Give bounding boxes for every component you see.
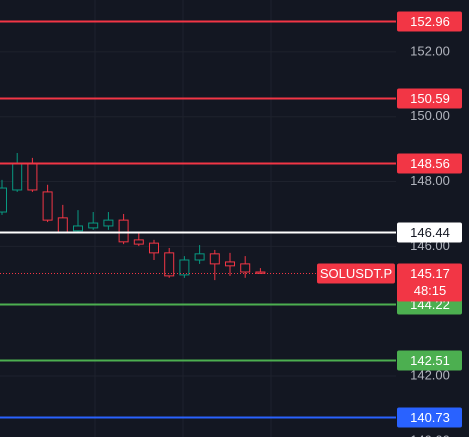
- y-tick-label: 142.00: [410, 367, 450, 382]
- level-label: 146.44: [410, 225, 450, 240]
- level-label-box: [397, 11, 462, 32]
- level-label-box: [397, 350, 462, 371]
- level-label: 148.56: [410, 156, 450, 171]
- candle-body: [27, 162, 38, 191]
- candle-body: [118, 219, 129, 243]
- candle-body: [255, 271, 266, 274]
- symbol-label: SOLUSDT.P: [320, 266, 392, 281]
- candle-body: [0, 187, 7, 213]
- candle-body: [103, 219, 114, 227]
- candle-body: [57, 217, 68, 233]
- candle-body: [133, 239, 144, 245]
- y-tick-label: 148.00: [410, 173, 450, 188]
- candle-body: [12, 162, 23, 191]
- candle-body: [194, 253, 205, 261]
- last-price-box: [397, 263, 462, 302]
- level-label-box: [397, 153, 462, 174]
- candle-body: [73, 225, 83, 232]
- y-tick-label: 150.00: [410, 108, 450, 123]
- level-label-box: [397, 88, 462, 109]
- candle-body: [164, 252, 175, 277]
- level-label: 150.59: [410, 91, 450, 106]
- level-label: 140.73: [410, 410, 450, 425]
- countdown-label: 48:15: [414, 283, 447, 298]
- candle-body: [149, 242, 159, 254]
- candle-body: [240, 263, 251, 273]
- level-label: 142.51: [410, 353, 450, 368]
- y-tick-label: 140.00: [410, 432, 450, 437]
- candle-body: [179, 259, 190, 276]
- level-label: 152.96: [410, 14, 450, 29]
- y-tick-label: 152.00: [410, 43, 450, 58]
- level-label-box: [397, 222, 462, 243]
- level-label-box: [397, 407, 462, 428]
- last-price-label: 145.17: [410, 266, 450, 281]
- symbol-box: [317, 263, 395, 284]
- candle-body: [42, 191, 53, 221]
- candle-body: [225, 261, 235, 267]
- candle-body: [88, 222, 99, 229]
- candle-body: [209, 253, 220, 265]
